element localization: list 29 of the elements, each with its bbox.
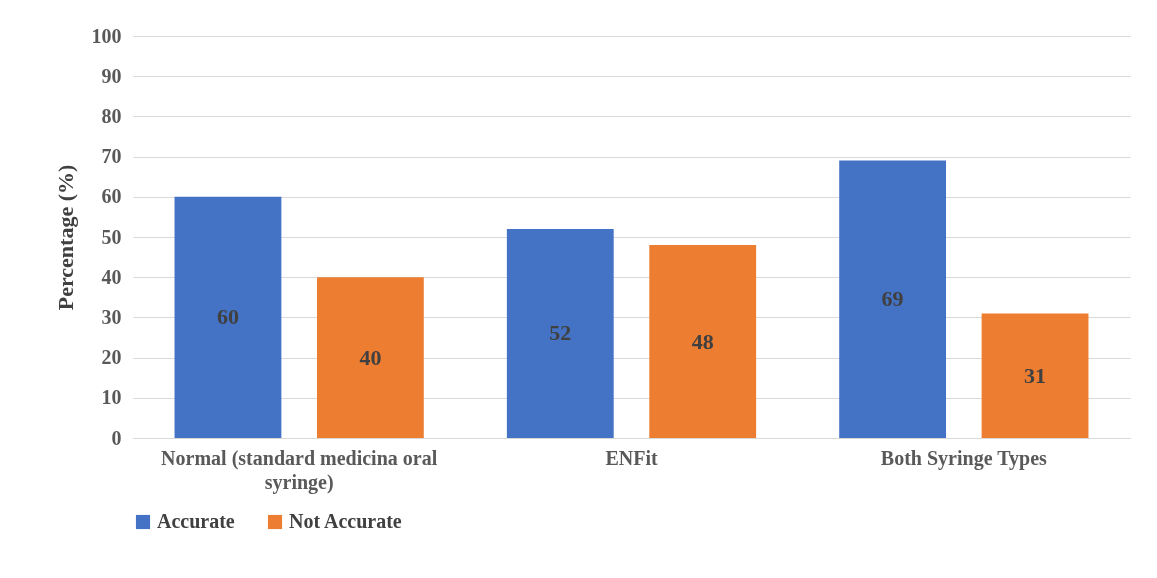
bar (506, 228, 614, 438)
x-tick-label: Normal (standard medicina oral syringe) (161, 446, 438, 494)
bar (649, 245, 757, 438)
y-tick-label: 80 (101, 104, 122, 127)
bar (839, 160, 947, 438)
x-tick-label: ENFit (605, 446, 658, 469)
x-tick-label: Both Syringe Types (880, 446, 1048, 470)
bar (981, 313, 1089, 438)
y-tick-label: 70 (101, 145, 122, 168)
y-tick-label: 20 (101, 346, 122, 369)
y-axis-title: Percentage (%) (52, 164, 78, 311)
bar (174, 196, 282, 438)
legend-label: Not Accurate (289, 510, 402, 532)
data-label: 69 (881, 286, 904, 312)
y-tick-label: 90 (101, 64, 122, 87)
bar (316, 277, 424, 438)
data-label: 31 (1024, 362, 1047, 388)
y-tick-label: 10 (101, 386, 122, 409)
data-label: 40 (359, 344, 382, 370)
y-tick-label: 50 (101, 225, 122, 248)
y-tick-label: 100 (91, 24, 122, 47)
data-label: 48 (691, 328, 714, 354)
data-label: 52 (549, 320, 572, 346)
y-tick-label: 30 (101, 305, 122, 328)
y-tick-label: 60 (101, 185, 122, 208)
legend-label: Accurate (157, 510, 235, 532)
y-tick-label: 40 (101, 265, 122, 288)
y-tick-label: 0 (111, 426, 122, 449)
data-label: 60 (216, 304, 239, 330)
